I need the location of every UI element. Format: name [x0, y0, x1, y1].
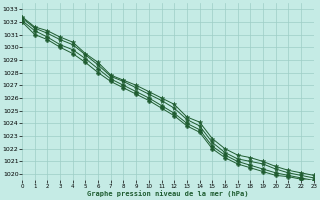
X-axis label: Graphe pression niveau de la mer (hPa): Graphe pression niveau de la mer (hPa) — [87, 190, 249, 197]
